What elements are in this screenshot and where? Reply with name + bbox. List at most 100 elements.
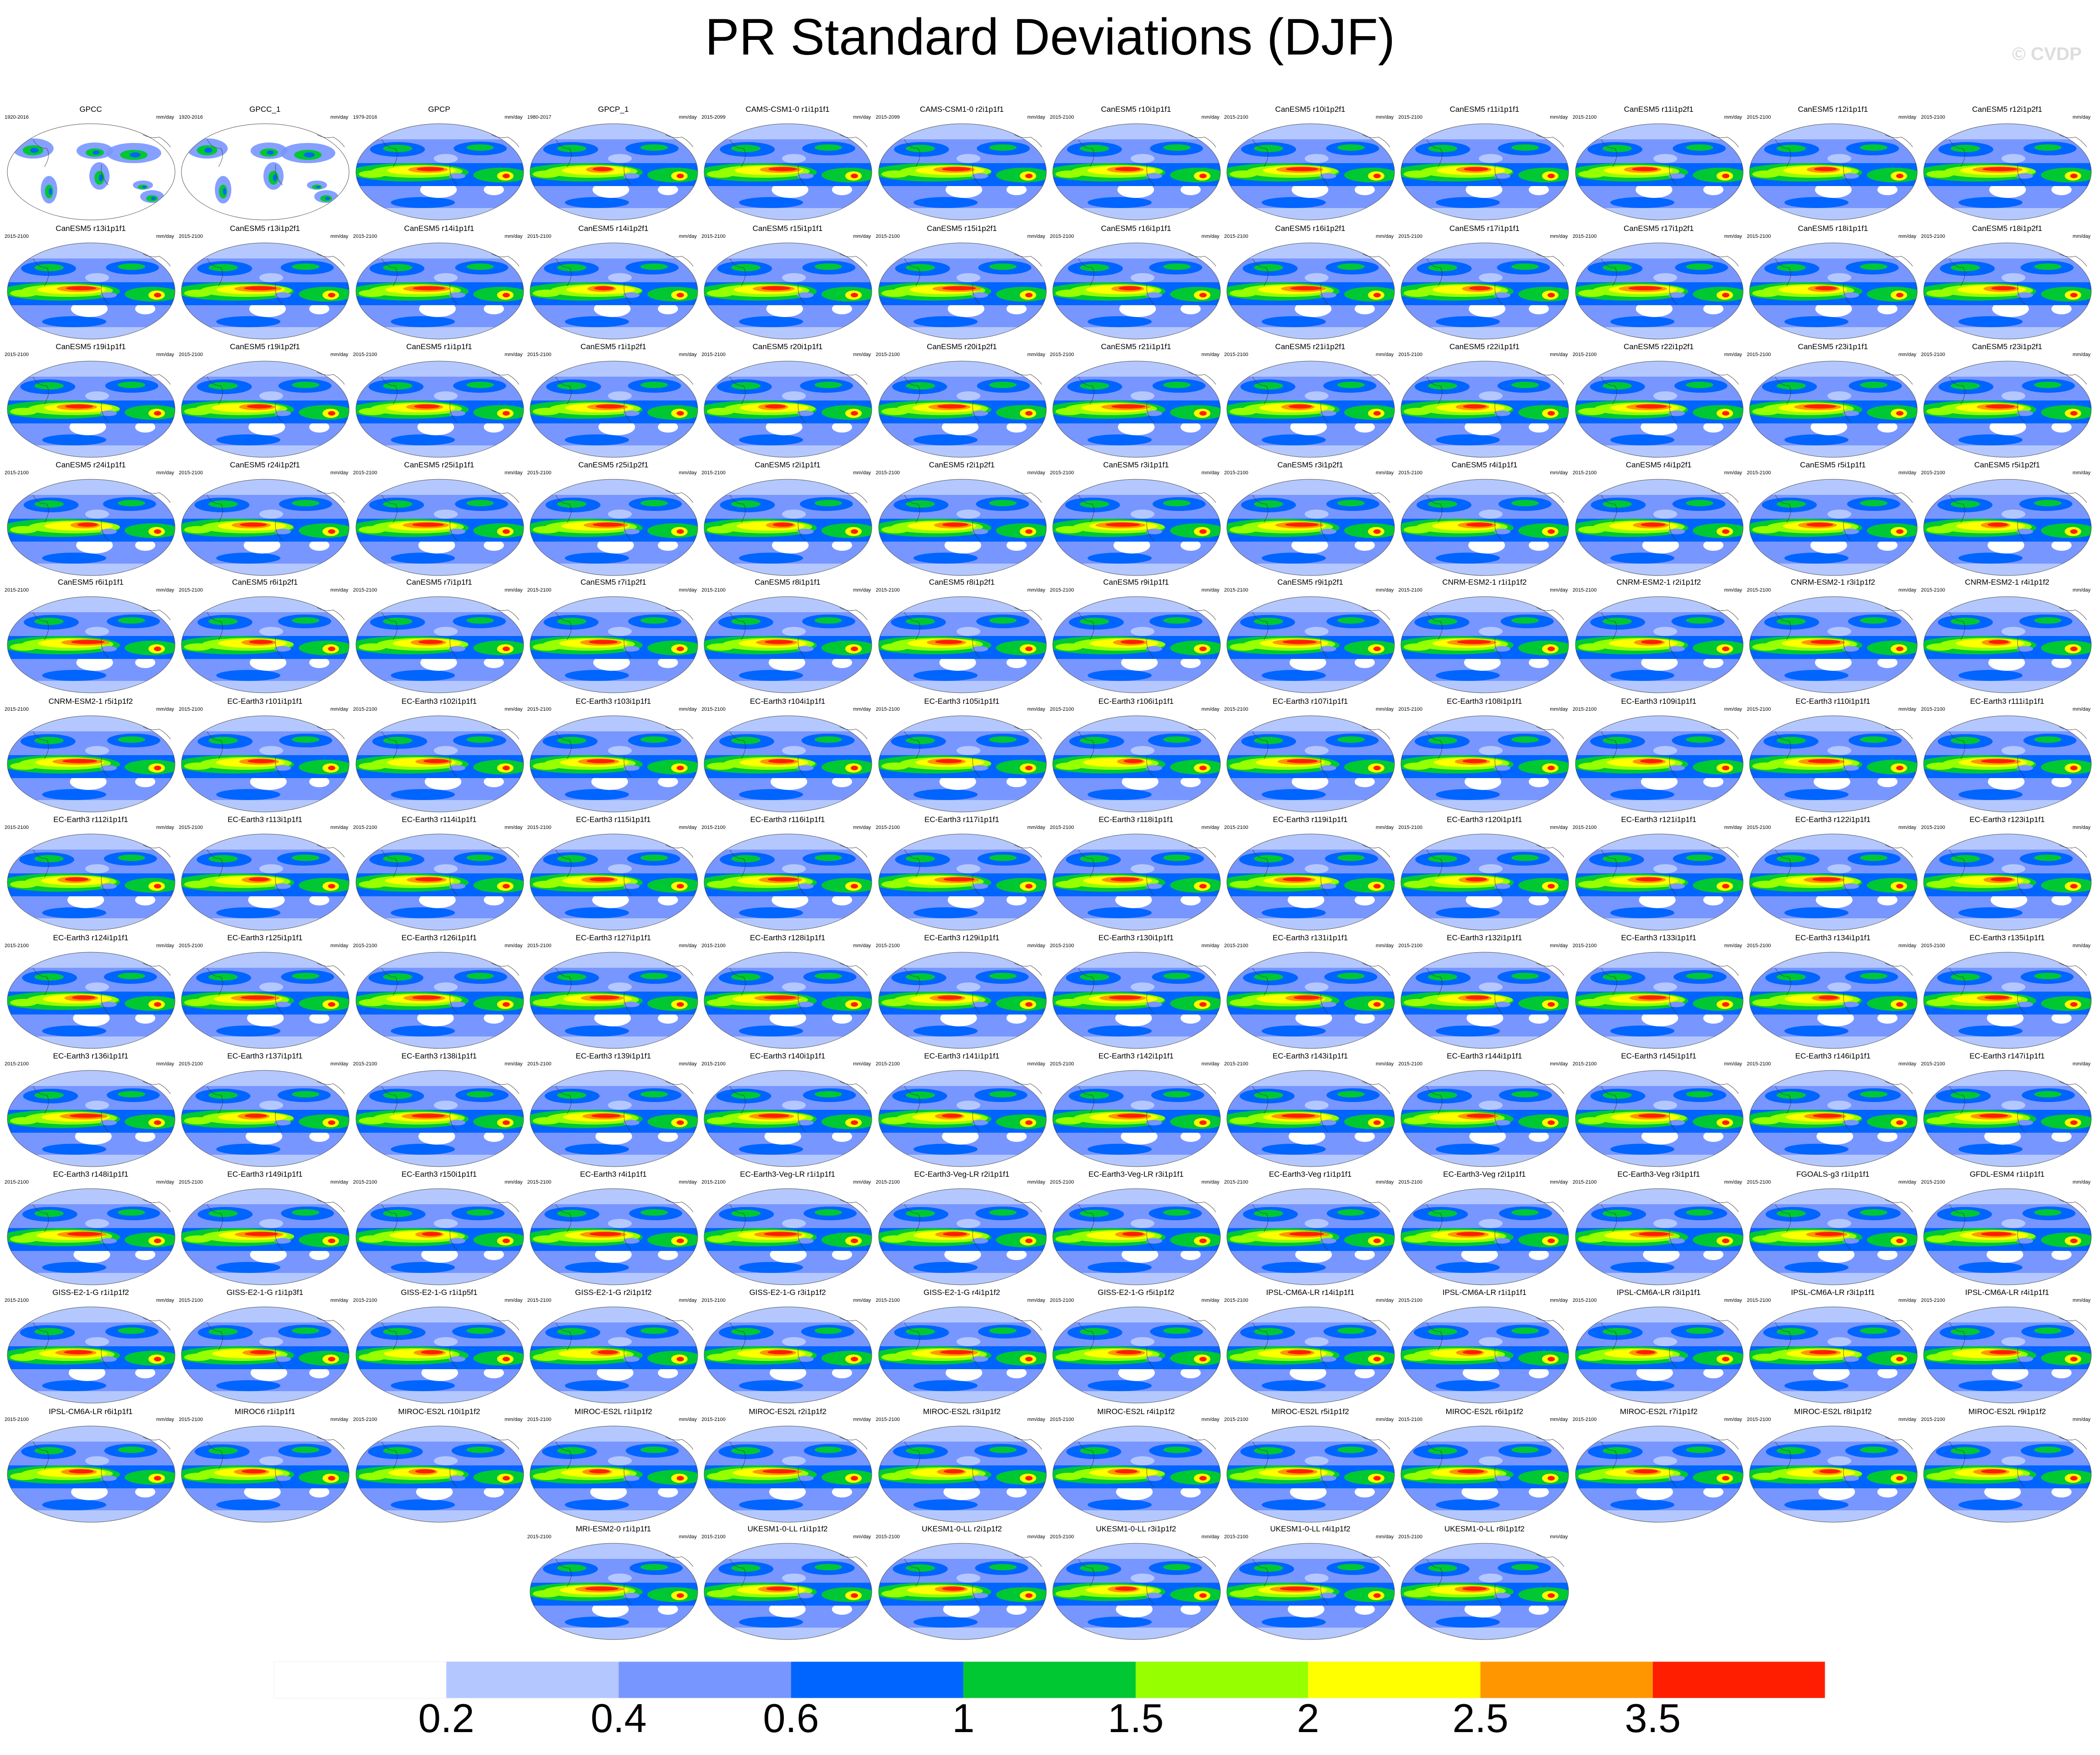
panel-title: EC-Earth3 r109i1p1f1 <box>1621 697 1696 706</box>
panel-title: EC-Earth3 r101i1p1f1 <box>227 697 303 706</box>
panel-period: 2015-2100 <box>5 470 29 476</box>
map-panel: EC-Earth3 r105i1p1f1 2015-2100 mm/day <box>875 697 1049 816</box>
precip-map <box>1749 242 1918 340</box>
precip-map <box>1749 479 1918 576</box>
panel-title: EC-Earth3 r120i1p1f1 <box>1447 816 1522 824</box>
precip-map <box>355 1426 524 1523</box>
panel-title: CanESM5 r24i1p2f1 <box>230 461 300 469</box>
precip-map <box>1575 479 1744 576</box>
panel-units: mm/day <box>1724 825 1742 830</box>
panel-period: 2015-2100 <box>1224 470 1248 476</box>
panel-title: MIROC-ES2L r9i1p1f2 <box>1968 1408 2046 1416</box>
panel-period: 2015-2100 <box>5 587 29 593</box>
panel-title: GISS-E2-1-G r1i1p1f2 <box>52 1289 129 1297</box>
map-panel: CanESM5 r2i1p1f1 2015-2100 mm/day <box>700 461 875 579</box>
precip-map <box>530 361 698 458</box>
panel-units: mm/day <box>853 587 871 593</box>
panel-title: EC-Earth3 r107i1p1f1 <box>1272 697 1348 706</box>
panel-units: mm/day <box>1375 234 1394 239</box>
map-panel: UKESM1-0-LL r1i1p1f2 2015-2100 mm/day <box>700 1525 875 1643</box>
panel-units: mm/day <box>1027 352 1045 357</box>
panel-title: CanESM5 r8i1p2f1 <box>929 578 995 587</box>
panel-period: 2015-2100 <box>527 707 552 712</box>
panel-period: 1979-2016 <box>353 115 377 120</box>
map-panel: CanESM5 r14i1p2f1 2015-2100 mm/day <box>526 225 700 343</box>
map-panel: CanESM5 r13i1p1f1 2015-2100 mm/day <box>4 225 178 343</box>
panel-units: mm/day <box>1724 1298 1742 1303</box>
panel-period: 2015-2100 <box>1747 1417 1771 1422</box>
panel-title: EC-Earth3-Veg r3i1p1f1 <box>1617 1170 1700 1179</box>
panel-units: mm/day <box>853 1298 871 1303</box>
map-panel: EC-Earth3 r142i1p1f1 2015-2100 mm/day <box>1049 1052 1223 1170</box>
precip-map <box>1400 1426 1569 1523</box>
precip-map <box>181 123 350 220</box>
panel-units: mm/day <box>678 1298 697 1303</box>
panel-period: 2015-2100 <box>179 1179 203 1185</box>
panel-period: 2015-2100 <box>1747 1061 1771 1067</box>
panel-units: mm/day <box>1550 1298 1568 1303</box>
map-panel: IPSL-CM6A-LR r1i1p1f1 2015-2100 mm/day <box>1397 1289 1571 1407</box>
precip-map <box>1226 1188 1395 1285</box>
map-panel: MIROC-ES2L r7i1p1f2 2015-2100 mm/day <box>1572 1408 1746 1526</box>
panel-title: IPSL-CM6A-LR r3i1p1f1 <box>1791 1289 1875 1297</box>
panel-period: 2015-2100 <box>179 943 203 949</box>
panel-period: 2015-2100 <box>1572 1417 1597 1422</box>
panel-title: MIROC-ES2L r8i1p1f2 <box>1794 1408 1872 1416</box>
panel-title: MIROC-ES2L r3i1p1f2 <box>923 1408 1001 1416</box>
precip-map <box>181 834 350 931</box>
map-panel: CanESM5 r24i1p2f1 2015-2100 mm/day <box>178 461 352 579</box>
panel-period: 2015-2100 <box>1572 825 1597 830</box>
precip-map <box>704 1426 872 1523</box>
panel-title: CanESM5 r11i1p2f1 <box>1624 105 1694 114</box>
panel-units: mm/day <box>2073 1298 2091 1303</box>
panel-period: 2015-2100 <box>1050 587 1074 593</box>
map-panel: MIROC-ES2L r5i1p1f2 2015-2100 mm/day <box>1223 1408 1397 1526</box>
map-panel: EC-Earth3 r103i1p1f1 2015-2100 mm/day <box>526 697 700 816</box>
map-panel: EC-Earth3 r147i1p1f1 2015-2100 mm/day <box>1920 1052 2094 1170</box>
panel-title: CanESM5 r25i1p2f1 <box>578 461 649 469</box>
panel-units: mm/day <box>156 943 174 949</box>
map-panel: GISS-E2-1-G r1i1p3f1 2015-2100 mm/day <box>178 1289 352 1407</box>
panel-period: 2015-2100 <box>1747 470 1771 476</box>
map-panel: MIROC6 r1i1p1f1 2015-2100 mm/day <box>178 1408 352 1526</box>
panel-units: mm/day <box>1724 115 1742 120</box>
panel-title: CanESM5 r24i1p1f1 <box>55 461 126 469</box>
panel-period: 2015-2100 <box>1921 115 1945 120</box>
panel-units: mm/day <box>853 943 871 949</box>
panel-title: CNRM-ESM2-1 r4i1p1f2 <box>1965 578 2050 587</box>
map-panel: CanESM5 r19i1p1f1 2015-2100 mm/day <box>4 343 178 461</box>
panel-period: 2015-2100 <box>1050 1061 1074 1067</box>
precip-map <box>1052 715 1221 812</box>
panel-units: mm/day <box>156 825 174 830</box>
precip-map <box>1749 952 1918 1049</box>
map-panel: CanESM5 r11i1p1f1 2015-2100 mm/day <box>1397 105 1571 224</box>
panel-units: mm/day <box>330 115 349 120</box>
map-panel: CNRM-ESM2-1 r1i1p1f2 2015-2100 mm/day <box>1397 578 1571 697</box>
panel-units: mm/day <box>330 1417 349 1422</box>
map-panel: CanESM5 r4i1p1f1 2015-2100 mm/day <box>1397 461 1571 579</box>
precip-map <box>7 596 175 693</box>
precip-map <box>704 596 872 693</box>
panel-period: 2015-2100 <box>1572 1061 1597 1067</box>
panel-title: CanESM5 r21i1p2f1 <box>1275 343 1345 351</box>
panel-period: 2015-2100 <box>1398 470 1422 476</box>
colorbar-label: 0.4 <box>591 1695 647 1741</box>
panel-period: 2015-2100 <box>1572 1298 1597 1303</box>
panel-period: 2015-2100 <box>1747 115 1771 120</box>
panel-units: mm/day <box>1375 1417 1394 1422</box>
map-panel: EC-Earth3 r101i1p1f1 2015-2100 mm/day <box>178 697 352 816</box>
panel-title: CanESM5 r8i1p1f1 <box>755 578 820 587</box>
panel-units: mm/day <box>1201 470 1220 476</box>
panel-units: mm/day <box>853 470 871 476</box>
panel-units: mm/day <box>678 352 697 357</box>
panel-units: mm/day <box>853 1179 871 1185</box>
panel-title: CanESM5 r10i1p2f1 <box>1275 105 1345 114</box>
precip-map <box>1749 1426 1918 1523</box>
panel-units: mm/day <box>1898 470 1916 476</box>
panel-units: mm/day <box>504 707 523 712</box>
panel-period: 2015-2100 <box>527 234 552 239</box>
panel-period: 2015-2100 <box>1224 943 1248 949</box>
panel-period: 2015-2100 <box>701 470 726 476</box>
panel-period: 2015-2100 <box>1747 587 1771 593</box>
colorbar-swatch <box>446 1662 619 1698</box>
